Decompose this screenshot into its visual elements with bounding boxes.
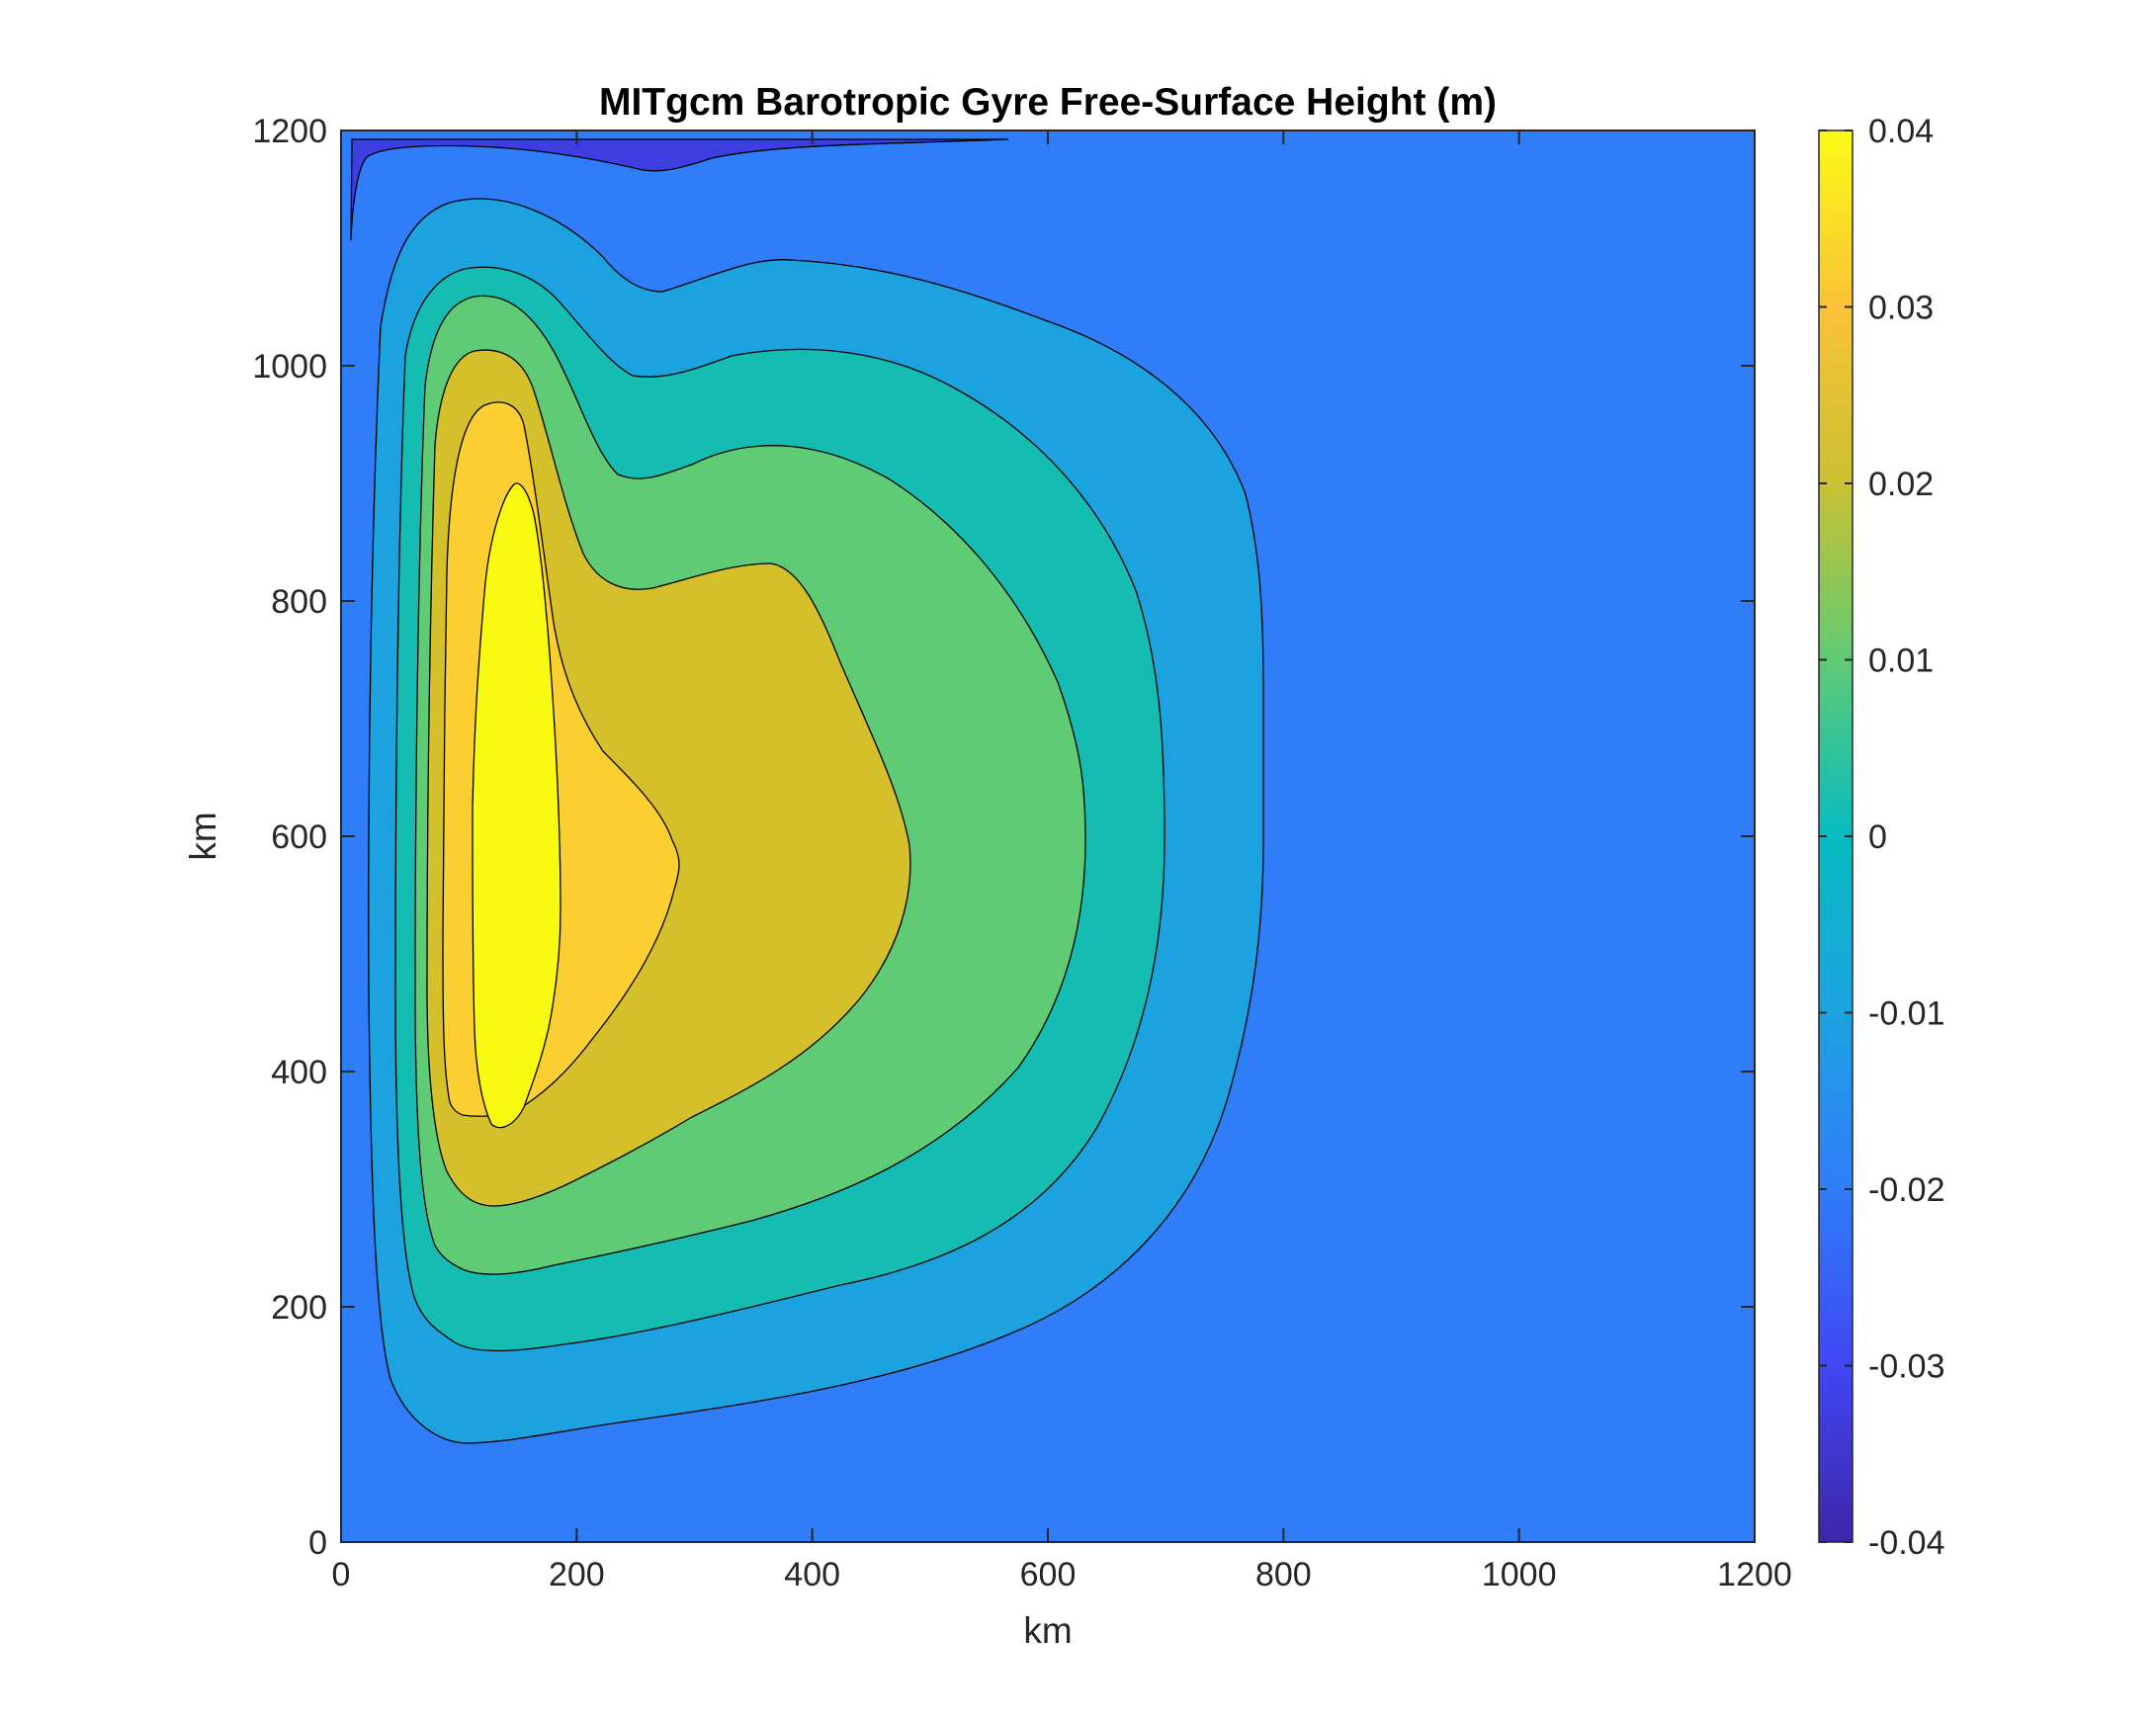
x-axis-label: km: [1023, 1610, 1072, 1651]
x-tick-label: 600: [1020, 1556, 1077, 1593]
colorbar-ticks: 0.04 0.03 0.02 0.01 0 -0.01 -0.02 -0.03 -0.04: [1819, 113, 1945, 1562]
colorbar-tick-label: -0.03: [1868, 1348, 1945, 1386]
y-tick-label: 800: [271, 583, 327, 621]
colorbar-tick-label: 0.01: [1868, 643, 1934, 680]
colorbar-tick-label: -0.04: [1868, 1524, 1945, 1562]
x-tick-label: 1000: [1482, 1556, 1557, 1593]
x-axis: 0 200 400 600 800 1000 1200: [332, 130, 1792, 1593]
x-tick-label: 200: [549, 1556, 605, 1593]
y-tick-label: 200: [271, 1289, 327, 1327]
colorbar-tick-label: -0.01: [1868, 995, 1945, 1033]
x-tick-label: 400: [784, 1556, 840, 1593]
colorbar-tick-label: 0.03: [1868, 290, 1934, 327]
region-below-minus-0-03: [350, 138, 1009, 241]
y-axis-label: km: [183, 812, 223, 860]
y-tick-label: 1000: [252, 348, 327, 386]
chart-title: MITgcm Barotropic Gyre Free-Surface Heig…: [599, 81, 1497, 124]
colorbar-tick-label: 0.02: [1868, 466, 1934, 503]
contour-fills: [341, 130, 1755, 1542]
y-tick-label: 600: [271, 818, 327, 856]
y-tick-label: 400: [271, 1054, 327, 1091]
colorbar-tick-label: -0.02: [1868, 1171, 1945, 1209]
x-tick-label: 0: [332, 1556, 351, 1593]
colorbar-tick-label: 0.04: [1868, 113, 1934, 150]
y-axis: 0 200 400 600 800 1000 1200: [252, 113, 1755, 1562]
y-tick-label: 0: [308, 1524, 327, 1562]
x-tick-label: 800: [1255, 1556, 1312, 1593]
region-above-0-04: [472, 482, 561, 1129]
y-tick-label: 1200: [252, 113, 327, 150]
x-tick-label: 1200: [1717, 1556, 1792, 1593]
colorbar-tick-label: 0: [1868, 818, 1887, 856]
